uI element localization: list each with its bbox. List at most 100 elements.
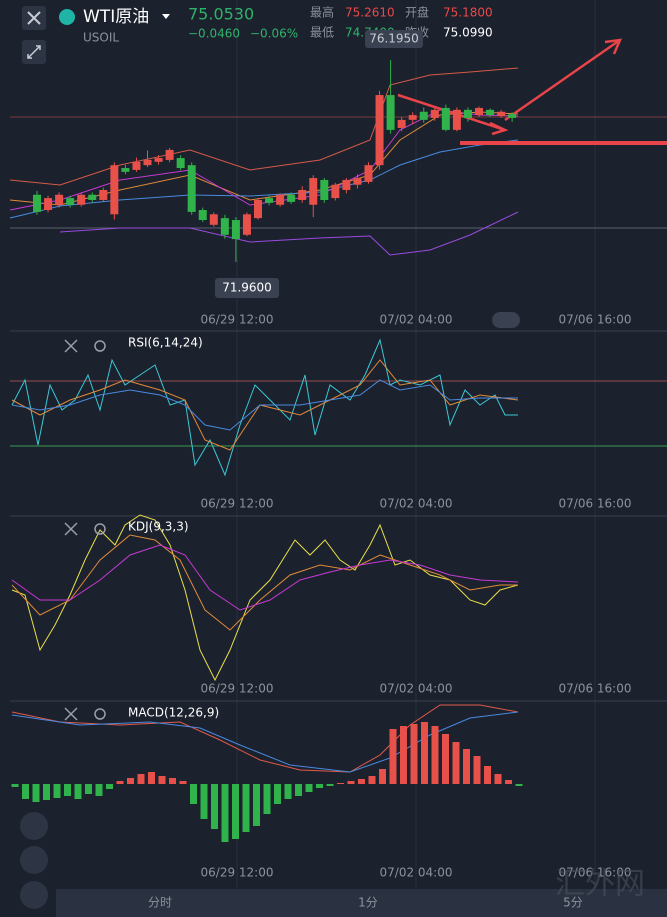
tool-button[interactable] <box>20 846 48 874</box>
time-label: 07/06 16:00 <box>559 313 632 327</box>
candles <box>33 60 517 262</box>
symbol-name[interactable]: WTI原油 <box>83 7 149 27</box>
macd-histogram <box>11 722 523 842</box>
candle-body <box>88 194 97 200</box>
macd-bar <box>74 784 82 799</box>
candle-body <box>475 107 483 116</box>
panel-separators <box>10 330 667 702</box>
macd-bar <box>158 776 166 784</box>
macd-bar <box>221 784 229 842</box>
macd-bar <box>95 784 103 796</box>
macd-bar <box>295 784 302 796</box>
candle-body <box>231 220 240 240</box>
macd-bar <box>452 742 460 784</box>
candle-body <box>386 95 395 130</box>
candle-body <box>353 178 362 185</box>
side-tools <box>20 812 48 909</box>
tab[interactable]: 分时 <box>148 896 172 910</box>
macd-bar <box>200 784 208 819</box>
candle-body <box>242 214 251 235</box>
candle-body <box>419 111 428 120</box>
stat-label: 开盘 <box>405 5 429 20</box>
macd-bar <box>190 784 197 804</box>
tab-bar <box>56 889 667 917</box>
candle-body <box>508 114 517 118</box>
indicator-title: RSI(6,14,24) <box>128 336 203 350</box>
candle-body <box>486 109 495 116</box>
candle-body <box>342 179 351 190</box>
macd-bar <box>473 756 481 784</box>
macd-bar <box>106 784 113 789</box>
candle-body <box>309 178 318 205</box>
candle-body <box>441 107 450 130</box>
macd-bar <box>389 729 397 784</box>
macd-bar <box>337 783 344 784</box>
time-label: 06/29 12:00 <box>201 497 274 511</box>
time-label: 07/02 04:00 <box>380 682 453 696</box>
stat-label: 最低 <box>310 26 334 40</box>
candle-body <box>408 115 417 120</box>
high-label: 76.1950 <box>369 32 419 46</box>
candle-body <box>276 194 285 205</box>
candle-body <box>110 165 119 215</box>
macd-bar <box>305 784 313 792</box>
kdj-line <box>11 534 518 631</box>
change-pct: −0.06% <box>250 27 298 41</box>
dropdown-arrow[interactable] <box>162 14 170 19</box>
tool-button[interactable] <box>20 812 48 840</box>
candle-body <box>463 109 472 118</box>
macd-bar <box>64 784 71 796</box>
macd-bar <box>421 722 428 784</box>
macd-bar <box>148 772 155 784</box>
macd-bar <box>347 781 355 784</box>
stat-value: 75.1800 <box>443 6 493 20</box>
time-label: 07/06 16:00 <box>559 497 632 511</box>
candle-body <box>331 184 340 199</box>
kdj-line <box>11 514 519 682</box>
symbol-code: USOIL <box>83 31 119 45</box>
stat-value: 75.0990 <box>443 26 493 40</box>
macd-bar <box>494 774 502 784</box>
macd-bar <box>179 781 187 784</box>
indicator-title: MACD(12,26,9) <box>128 706 219 720</box>
watermark: 汇外网 <box>555 867 645 902</box>
time-label: 07/02 04:00 <box>380 866 453 880</box>
price: 75.0530 <box>188 5 254 24</box>
candle-body <box>66 198 75 205</box>
stat-label: 最高 <box>310 5 334 20</box>
rsi-line <box>11 338 518 477</box>
macd-bar <box>253 784 260 826</box>
macd-bar <box>43 784 50 800</box>
macd-bar <box>484 766 491 784</box>
candle-body <box>154 158 163 162</box>
macd-bar <box>358 779 365 784</box>
candle-body <box>265 198 274 203</box>
candle-body <box>77 194 86 205</box>
macd-bar <box>379 769 386 784</box>
time-label: 06/29 12:00 <box>201 682 274 696</box>
macd-bar <box>53 784 61 798</box>
tool-button[interactable] <box>20 881 48 909</box>
time-label: 07/06 16:00 <box>559 682 632 696</box>
candle-body <box>320 179 329 200</box>
macd-bar <box>127 778 134 784</box>
candle-body <box>287 194 296 202</box>
candle-body <box>364 165 373 182</box>
candle-body <box>33 194 41 212</box>
macd-bar <box>263 784 271 814</box>
scroll-indicator[interactable] <box>492 312 520 328</box>
tab[interactable]: 5分 <box>563 896 583 910</box>
candle-body <box>220 218 229 235</box>
macd-bar <box>116 781 124 784</box>
macd-bar <box>169 778 176 784</box>
boll-upper <box>9 67 519 186</box>
candle-body <box>165 149 174 160</box>
kdj-line <box>11 544 519 611</box>
time-label: 07/06 16:00 <box>559 866 632 880</box>
macd-bar <box>85 784 92 794</box>
candle-body <box>254 199 262 219</box>
tab[interactable]: 1分 <box>358 896 378 910</box>
candle-body <box>121 168 130 172</box>
macd-line <box>11 704 519 773</box>
